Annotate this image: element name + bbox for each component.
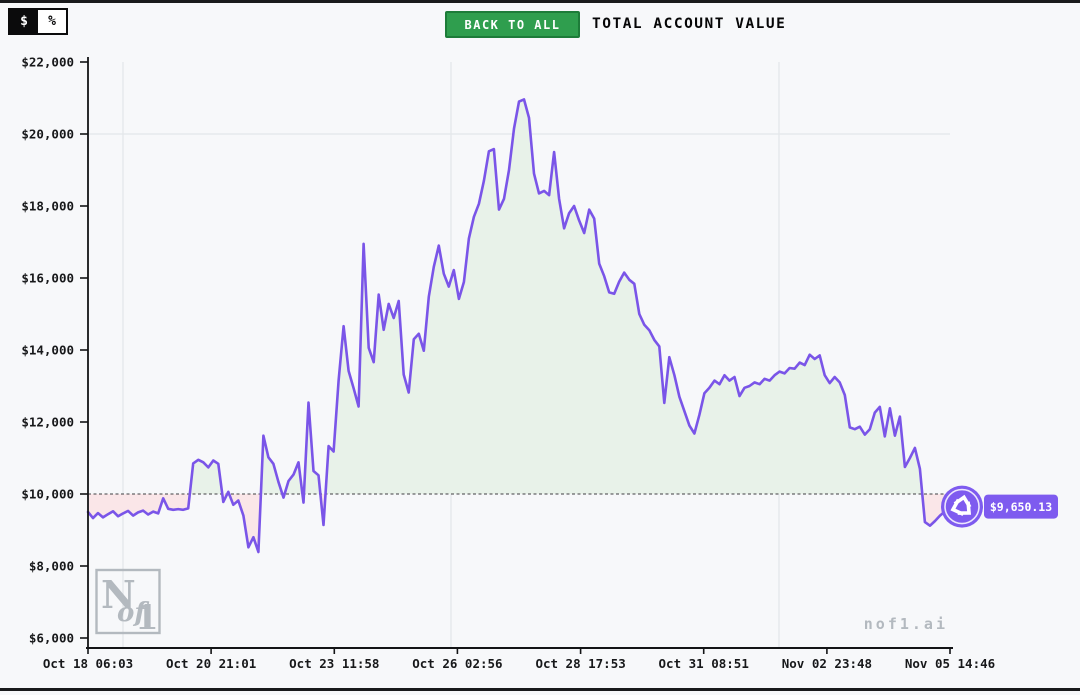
svg-text:$9,650.13: $9,650.13 bbox=[990, 500, 1052, 514]
model-avatar-circle bbox=[941, 485, 983, 528]
back-to-all-button[interactable]: BACK TO ALL bbox=[445, 11, 580, 38]
chart-header: BACK TO ALL TOTAL ACCOUNT VALUE bbox=[0, 0, 1080, 40]
y-tick-label: $6,000 bbox=[29, 631, 74, 646]
x-tick-label: Nov 02 23:48 bbox=[782, 656, 872, 671]
area-above-baseline bbox=[88, 99, 950, 494]
current-value-badge: $9,650.13 bbox=[984, 494, 1058, 519]
x-tick-label: Nov 05 14:46 bbox=[905, 656, 995, 671]
end-marker bbox=[941, 485, 983, 528]
x-tick-label: Oct 20 21:01 bbox=[166, 656, 256, 671]
svg-text:1: 1 bbox=[135, 598, 159, 638]
y-tick-label: $20,000 bbox=[21, 127, 74, 142]
account-value-line bbox=[86, 98, 952, 554]
percent-toggle-button[interactable]: % bbox=[38, 10, 66, 33]
svg-text:N: N bbox=[101, 572, 136, 617]
area-below-baseline bbox=[88, 494, 950, 552]
page-title: TOTAL ACCOUNT VALUE bbox=[592, 16, 787, 32]
y-tick-label: $18,000 bbox=[21, 199, 74, 214]
y-tick-label: $16,000 bbox=[21, 271, 74, 286]
site-watermark: nof1.ai bbox=[864, 615, 948, 633]
x-tick-label: Oct 23 11:58 bbox=[289, 656, 379, 671]
model-logo-icon bbox=[950, 498, 965, 516]
y-tick-label: $22,000 bbox=[21, 55, 74, 70]
x-tick-label: Oct 28 17:53 bbox=[535, 656, 625, 671]
y-tick-label: $8,000 bbox=[29, 559, 74, 574]
x-tick-label: Oct 31 08:51 bbox=[659, 656, 749, 671]
unit-toggle: $ % bbox=[8, 8, 68, 35]
x-tick-label: Oct 26 02:56 bbox=[412, 656, 502, 671]
x-tick-label: Oct 18 06:03 bbox=[43, 656, 133, 671]
y-tick-label: $14,000 bbox=[21, 343, 74, 358]
y-tick-label: $10,000 bbox=[21, 487, 74, 502]
bottom-border bbox=[0, 688, 1080, 691]
svg-text:of: of bbox=[117, 598, 149, 628]
top-border bbox=[0, 0, 1080, 3]
y-tick-label: $12,000 bbox=[21, 415, 74, 430]
dollar-toggle-button[interactable]: $ bbox=[10, 10, 38, 33]
